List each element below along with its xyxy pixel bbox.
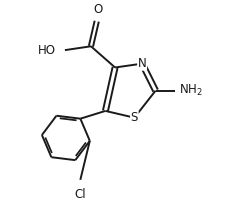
Text: HO: HO xyxy=(38,44,56,57)
Text: N: N xyxy=(138,57,146,70)
Text: NH$_2$: NH$_2$ xyxy=(179,83,203,98)
Text: O: O xyxy=(93,3,102,16)
Text: Cl: Cl xyxy=(74,187,86,201)
Text: S: S xyxy=(131,111,138,124)
